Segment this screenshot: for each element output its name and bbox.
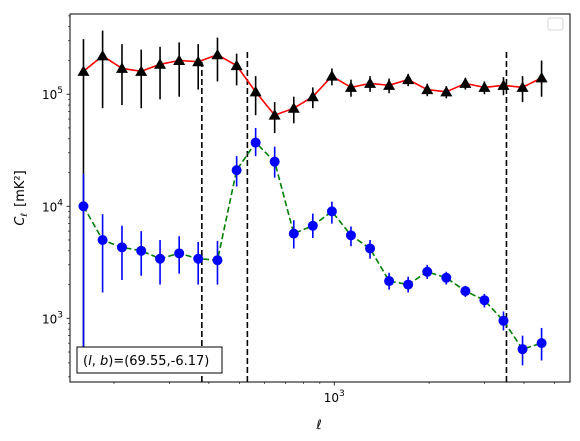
circle-marker [460,286,471,297]
circle-marker [212,255,223,266]
svg-text:Cℓ[mK²]: Cℓ [mK²] [13,170,30,225]
plot-background [70,14,570,382]
circle-marker [288,228,299,239]
circle-marker [136,245,147,256]
triangle-marker [497,79,510,90]
circle-marker [155,253,166,264]
y-tick-label: 103 [42,310,63,326]
triangle-marker [268,109,281,120]
triangle-marker [115,62,128,73]
circle-marker [174,248,185,259]
triangle-marker [402,73,415,85]
circle-marker [307,220,318,231]
circle-marker [365,243,376,254]
circle-marker [231,165,242,176]
circle-marker [250,137,261,148]
circle-marker [78,201,89,212]
triangle-marker [192,55,205,67]
triangle-marker [96,49,109,61]
y-axis-label: Cℓ [mK²] [13,170,30,225]
triangle-marker [211,48,224,60]
circle-marker [326,206,337,217]
legend-box [547,17,564,31]
circle-marker [479,295,490,306]
circle-marker [269,156,280,167]
triangle-marker [306,90,319,102]
y-axis-label-sub: ℓ [20,213,30,218]
circle-marker [193,253,204,264]
y-axis-label-main: C [13,216,28,226]
plot-frame [69,13,571,383]
triangle-marker [173,54,186,65]
annotation-box: (l, b)=(69.55,-6.17) [76,346,223,374]
circle-marker [345,230,356,241]
data-markers [77,48,548,355]
triangle-marker [287,102,300,113]
triangle-marker [535,71,548,83]
triangle-marker [154,58,167,69]
circle-marker [422,266,433,277]
triangle-marker [478,81,491,92]
triangle-marker [364,77,377,88]
y-tick-label: 105 [42,86,63,102]
circle-marker [498,315,509,326]
x-tick-labels: 103 [324,389,345,405]
triangle-marker [459,77,472,88]
y-major-ticks [66,93,70,319]
triangle-marker [516,81,529,92]
triangle-marker [383,79,396,90]
circle-marker [116,242,127,253]
triangle-marker [440,85,453,97]
y-tick-labels: 103 104 105 [42,86,63,326]
circle-marker [403,279,414,290]
circle-marker [97,234,108,245]
circle-marker [384,276,395,287]
triangle-marker [421,83,434,95]
y-tick-label: 104 [42,198,63,214]
circle-marker [441,272,452,283]
y-axis-label-unit: [mK²] [13,170,28,207]
x-tick-label: 103 [324,389,345,405]
triangle-marker [249,85,262,97]
x-axis-label: ℓ [315,418,321,433]
triangle-marker [325,70,338,81]
annotation-text: (l, b)=(69.55,-6.17) [83,354,209,369]
circle-marker [517,344,528,355]
triangle-marker [344,81,357,92]
circle-marker [536,338,547,349]
triangle-marker [77,65,90,76]
triangle-marker [230,59,243,71]
triangle-marker [135,65,148,76]
